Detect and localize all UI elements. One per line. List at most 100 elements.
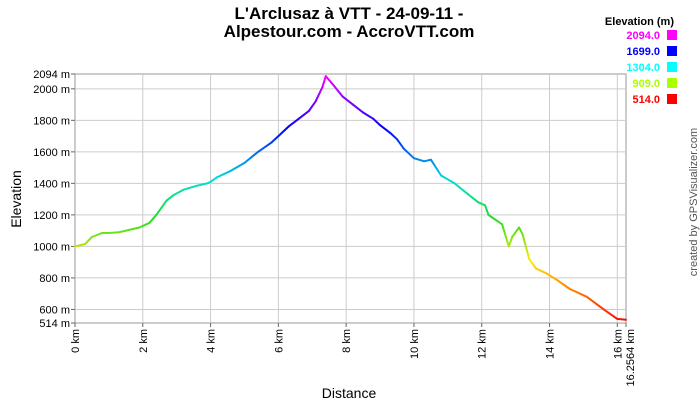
elevation-point <box>324 75 327 78</box>
elevation-point <box>372 117 375 120</box>
legend-swatch <box>667 46 677 56</box>
legend: Elevation (m) 2094.0 1699.0 1304.0 909.0 514… <box>605 16 677 106</box>
elevation-point <box>172 194 175 197</box>
y-tick-label: 2000 m <box>33 84 70 96</box>
legend-value: 1699.0 <box>626 46 660 58</box>
legend-value: 909.0 <box>632 78 660 90</box>
elevation-point <box>243 161 246 164</box>
elevation-point <box>521 232 524 235</box>
elevation-point <box>389 131 392 134</box>
legend-swatch <box>667 94 677 104</box>
elevation-point <box>555 278 558 281</box>
elevation-point <box>314 100 317 103</box>
elevation-point <box>138 226 141 229</box>
y-tick-label: 800 m <box>39 273 70 285</box>
legend-value: 514.0 <box>632 94 660 106</box>
chart-title-line1: L'Arclusaz à VTT - 24-09-11 - <box>235 4 464 23</box>
grid-lines <box>75 74 626 323</box>
elevation-point <box>501 223 504 226</box>
elevation-point <box>321 86 324 89</box>
elevation-point <box>128 228 131 231</box>
x-axis-title: Distance <box>322 385 377 400</box>
elevation-point <box>84 243 87 245</box>
y-tick-label: 1800 m <box>33 115 70 127</box>
elevation-point <box>229 169 232 172</box>
elevation-point <box>429 158 432 161</box>
legend-title: Elevation (m) <box>605 16 674 28</box>
elevation-point <box>270 141 273 144</box>
legend-value: 2094.0 <box>626 30 660 42</box>
elevation-point <box>216 176 219 179</box>
elevation-point <box>511 236 514 238</box>
plot-background <box>74 73 627 324</box>
elevation-point <box>118 231 121 234</box>
elevation-point <box>277 135 280 138</box>
elevation-point <box>453 182 456 185</box>
elevation-point <box>528 258 531 260</box>
x-axis-ticks: 0 km 2 km 4 km 6 km 8 km 10 km 12 km 14 km 16 km… <box>70 323 637 386</box>
elevation-point <box>568 288 571 290</box>
elevation-point <box>341 95 344 98</box>
plot-area: 0 km 2 km 4 km 6 km 8 km 10 km 12 km 14 km 16 km… <box>33 69 637 386</box>
elevation-point <box>467 193 470 196</box>
legend-value: 1304.0 <box>626 62 660 74</box>
elevation-point <box>625 318 627 321</box>
elevation-point <box>402 147 405 150</box>
elevation-point <box>90 236 93 238</box>
elevation-point <box>616 317 619 320</box>
credit-text: created by GPSVisualizer.com <box>688 128 700 276</box>
elevation-point <box>545 272 548 275</box>
elevation-point <box>535 267 537 270</box>
elevation-point <box>182 188 185 191</box>
elevation-point <box>412 157 415 160</box>
elevation-point <box>206 182 209 185</box>
y-tick-label: 1000 m <box>33 241 70 253</box>
x-tick-label: 0 km <box>70 329 82 353</box>
y-tick-label: 514 m <box>39 318 70 330</box>
y-tick-label: 600 m <box>39 304 70 316</box>
y-axis-title: Elevation <box>8 170 24 228</box>
y-tick-label: 1400 m <box>33 178 70 190</box>
elevation-point <box>74 245 76 248</box>
y-tick-label: 1200 m <box>33 210 70 222</box>
x-tick-label: 2 km <box>138 329 150 353</box>
elevation-points <box>74 75 627 321</box>
elevation-point <box>287 125 290 128</box>
elevation-profile-line <box>74 75 627 321</box>
y-tick-label: 1600 m <box>33 147 70 159</box>
elevation-point <box>518 226 520 229</box>
y-axis-ticks: 514 m 600 m 800 m 1000 m 1200 m 1400 m 1600 m 1… <box>33 69 75 330</box>
elevation-point <box>477 201 480 204</box>
elevation-point <box>165 199 168 202</box>
elevation-point <box>602 308 605 311</box>
elevation-point <box>351 103 354 106</box>
elevation-point <box>379 124 381 127</box>
elevation-point <box>507 245 510 248</box>
legend-items: 2094.0 1699.0 1304.0 909.0 514.0 <box>626 30 677 106</box>
elevation-point <box>257 150 259 153</box>
elevation-point <box>423 160 426 163</box>
x-tick-label: 14 km <box>545 329 557 359</box>
elevation-point <box>101 232 104 234</box>
elevation-point <box>484 204 487 207</box>
elevation-point <box>297 117 300 120</box>
elevation-point <box>585 295 588 298</box>
chart-title-line2: Alpestour.com - AccroVTT.com <box>224 22 475 41</box>
elevation-point <box>209 180 212 183</box>
elevation-point <box>196 184 198 187</box>
x-tick-label: 16 km <box>612 329 624 359</box>
legend-swatch <box>667 78 677 88</box>
elevation-point <box>396 138 398 141</box>
x-tick-label: 10 km <box>409 329 421 359</box>
x-tick-label: 12 km <box>477 329 489 359</box>
elevation-point <box>331 83 334 86</box>
x-tick-label: 6 km <box>273 329 285 353</box>
x-tick-label: 8 km <box>341 329 353 353</box>
y-tick-label: 2094 m <box>33 69 70 81</box>
x-tick-label: 16.2564 km <box>625 329 637 386</box>
elevation-point <box>487 213 490 216</box>
elevation-point <box>307 109 310 112</box>
legend-swatch <box>667 30 677 40</box>
